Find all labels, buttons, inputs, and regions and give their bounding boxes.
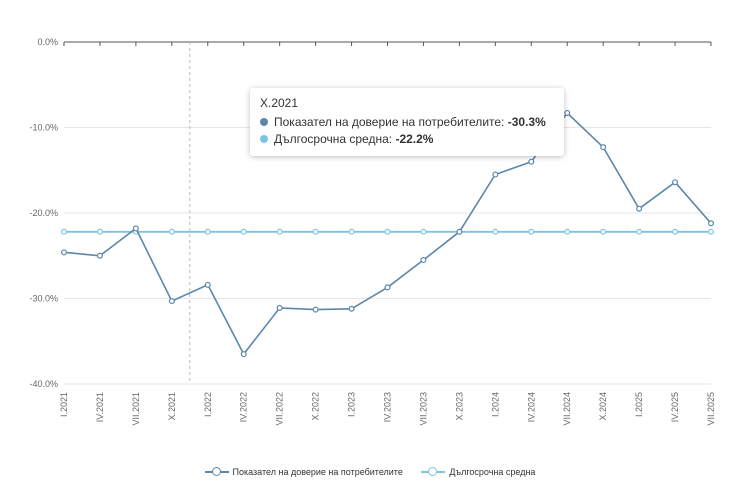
data-point bbox=[600, 228, 607, 235]
legend-marker-average-icon bbox=[421, 467, 446, 477]
x-tick-label: VII.2022 bbox=[275, 392, 285, 426]
x-tick-label: X.2022 bbox=[311, 392, 321, 421]
tooltip-value-index: -30.3% bbox=[507, 115, 546, 129]
x-tick-label: I.2024 bbox=[490, 392, 500, 417]
y-tick-label: -30.0% bbox=[29, 294, 58, 304]
x-tick-label: X.2023 bbox=[454, 392, 464, 421]
tooltip-dot-index bbox=[260, 118, 268, 126]
tooltip-dot-average bbox=[260, 135, 268, 143]
data-point bbox=[240, 228, 247, 235]
x-tick-label: I.2025 bbox=[634, 392, 644, 417]
tooltip-title: X.2021 bbox=[260, 96, 299, 110]
legend-label-index: Показател на доверие на потребителите bbox=[232, 467, 403, 477]
y-tick-label: 0.0% bbox=[37, 37, 58, 47]
data-point bbox=[348, 228, 355, 235]
data-point bbox=[204, 281, 211, 288]
data-point bbox=[456, 228, 463, 235]
data-point bbox=[564, 228, 571, 235]
data-point bbox=[240, 351, 247, 358]
data-point bbox=[672, 179, 679, 186]
x-tick-label: VII.2021 bbox=[131, 392, 141, 426]
data-point bbox=[636, 228, 643, 235]
legend-item-index[interactable]: Показател на доверие на потребителите bbox=[204, 467, 403, 477]
x-tick-label: VII.2025 bbox=[706, 392, 716, 426]
tooltip-value-average: -22.2% bbox=[395, 132, 434, 146]
tooltip-label-index: Показател на доверие на потребителите: bbox=[274, 115, 505, 129]
chart-legend: Показател на доверие на потребителите Дъ… bbox=[0, 467, 740, 479]
data-point bbox=[384, 228, 391, 235]
data-point bbox=[492, 228, 499, 235]
x-tick-label: IV.2024 bbox=[526, 392, 536, 422]
y-tick-label: -10.0% bbox=[29, 123, 58, 133]
data-point bbox=[528, 158, 535, 165]
data-point bbox=[420, 257, 427, 264]
x-tick-label: VII.2024 bbox=[562, 392, 572, 426]
data-point bbox=[60, 249, 67, 256]
data-point bbox=[96, 228, 103, 235]
x-tick-label: I.2023 bbox=[347, 392, 357, 417]
line-chart: 0.0% -10.0% -20.0% -30.0% -40.0%I.2021 IV.202… bbox=[29, 37, 716, 426]
data-point bbox=[168, 298, 175, 305]
data-point bbox=[204, 228, 211, 235]
data-point bbox=[564, 109, 571, 116]
x-tick-label: X.2021 bbox=[167, 392, 177, 421]
legend-label-average: Дългосрочна средна bbox=[449, 467, 536, 477]
data-point bbox=[276, 304, 283, 311]
data-point bbox=[672, 228, 679, 235]
data-point bbox=[348, 305, 355, 312]
data-point bbox=[96, 252, 103, 259]
data-point bbox=[276, 228, 283, 235]
data-point bbox=[420, 228, 427, 235]
x-tick-label: I.2022 bbox=[203, 392, 213, 417]
data-point bbox=[132, 225, 139, 232]
x-tick-label: IV.2021 bbox=[95, 392, 105, 422]
data-point bbox=[707, 220, 714, 227]
data-point bbox=[384, 284, 391, 291]
x-tick-label: IV.2025 bbox=[670, 392, 680, 422]
data-point bbox=[168, 228, 175, 235]
y-tick-label: -40.0% bbox=[29, 379, 58, 389]
data-point bbox=[492, 171, 499, 178]
data-point bbox=[312, 228, 319, 235]
tooltip-row-index: Показател на доверие на потребителите: -… bbox=[260, 114, 554, 131]
legend-item-average[interactable]: Дългосрочна средна bbox=[421, 467, 535, 477]
data-point bbox=[636, 205, 643, 212]
chart-tooltip: X.2021 Показател на доверие на потребите… bbox=[250, 88, 564, 156]
data-point bbox=[707, 228, 714, 235]
x-tick-label: IV.2022 bbox=[239, 392, 249, 422]
data-point bbox=[312, 306, 319, 313]
x-tick-label: X.2024 bbox=[598, 392, 608, 421]
tooltip-row-average: Дългосрочна средна: -22.2% bbox=[260, 131, 554, 148]
x-tick-label: IV.2023 bbox=[383, 392, 393, 422]
x-tick-label: VII.2023 bbox=[418, 392, 428, 426]
data-point bbox=[60, 228, 67, 235]
x-tick-label: I.2021 bbox=[59, 392, 69, 417]
tooltip-label-average: Дългосрочна средна: bbox=[274, 132, 393, 146]
legend-marker-index-icon bbox=[204, 467, 229, 477]
data-point bbox=[528, 228, 535, 235]
data-point bbox=[600, 144, 607, 151]
y-tick-label: -20.0% bbox=[29, 208, 58, 218]
